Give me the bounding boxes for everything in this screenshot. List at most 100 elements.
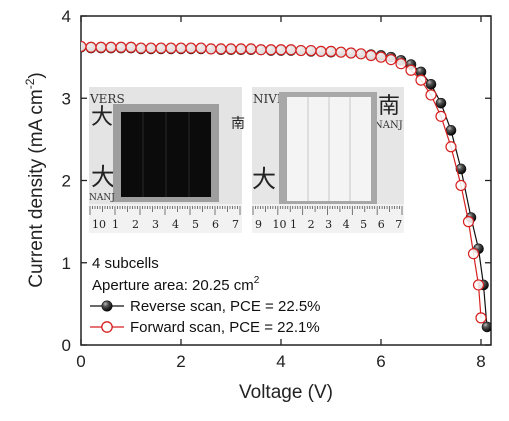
annotation-subcells: 4 subcells — [92, 255, 159, 272]
data-point-forward — [385, 53, 397, 66]
data-point-forward — [365, 49, 377, 62]
data-point-forward — [472, 279, 485, 291]
x-tick-label: 8 — [476, 352, 485, 371]
data-point-forward — [175, 42, 187, 54]
ruler-digit: 9 — [255, 218, 262, 231]
photo2-label-right: NANJ — [374, 120, 403, 131]
annotation-aperture: Aperture area: 20.25 cm2 — [92, 275, 260, 294]
series-layer — [81, 40, 491, 333]
data-point-forward — [445, 141, 457, 153]
y-axis-title-sup: -2 — [23, 78, 37, 89]
data-point-forward — [135, 42, 147, 54]
data-point-forward — [81, 40, 87, 53]
data-point-forward — [85, 41, 97, 53]
legend-label-reverse: Reverse scan, PCE = 22.5% — [130, 298, 321, 315]
data-point-forward — [425, 89, 437, 101]
legend-marker-reverse — [101, 300, 113, 312]
photo1-cjk-left: 大 — [91, 163, 115, 191]
ruler-digit: 3 — [325, 218, 332, 231]
data-point-forward — [115, 41, 127, 53]
data-point-forward — [235, 43, 247, 55]
ruler-digit: 1 — [290, 218, 297, 231]
data-point-forward — [462, 216, 475, 228]
ruler-digit: 5 — [360, 218, 367, 231]
photo1-ruler-digits: 10 1 2 3 4 5 6 7 — [92, 218, 239, 231]
inset-photos: VERS 大 大 南 NANJ 10 1 2 3 4 5 6 7 NIVERS 大 南 NAN… — [89, 87, 404, 233]
y-tick-label: 4 — [62, 7, 71, 26]
data-point-forward — [275, 44, 287, 56]
data-point-forward — [335, 46, 347, 58]
data-point-forward — [265, 44, 277, 56]
data-point-forward — [165, 42, 177, 54]
data-point-reverse — [445, 125, 457, 136]
data-point-forward — [225, 43, 237, 55]
data-point-forward — [395, 58, 407, 70]
ruler-digit: 7 — [395, 218, 402, 231]
photo1-label-top: VERS — [89, 92, 125, 106]
data-point-forward — [295, 44, 307, 57]
annotation-aperture-sup: 2 — [254, 275, 260, 286]
data-point-forward — [145, 42, 157, 54]
data-point-forward — [415, 74, 427, 86]
ruler-digit: 4 — [172, 218, 179, 231]
y-tick-label: 1 — [62, 254, 71, 273]
y-axis-title-end: ) — [26, 72, 47, 78]
data-point-forward — [305, 44, 317, 57]
y-axis-title: Current density (mA cm-2) — [23, 72, 47, 288]
data-point-forward — [155, 42, 167, 54]
data-point-forward — [255, 44, 267, 56]
ruler-digit: 6 — [378, 218, 385, 231]
data-point-forward — [455, 179, 467, 192]
photo2-cjk-left: 大 — [252, 165, 276, 193]
data-point-forward — [95, 41, 107, 53]
axis-ticks — [80, 15, 491, 346]
x-tick-label: 0 — [76, 352, 85, 371]
inset-photo-reverse: VERS 大 大 南 NANJ 10 1 2 3 4 5 6 7 — [89, 87, 245, 233]
data-point-forward — [345, 47, 357, 59]
x-axis-title: Voltage (V) — [239, 382, 333, 403]
data-point-forward — [185, 42, 197, 54]
y-tick-label: 2 — [62, 172, 71, 191]
data-point-reverse — [455, 163, 467, 175]
ruler-digit: 7 — [232, 218, 239, 231]
data-point-forward — [215, 43, 227, 55]
y-tick-label: 3 — [62, 89, 71, 108]
data-point-forward — [205, 43, 217, 55]
data-point-forward — [405, 64, 417, 76]
ruler-digit: 2 — [132, 218, 139, 231]
data-point-forward — [375, 51, 387, 63]
x-tick-label: 4 — [276, 352, 285, 371]
ruler-digit: 10 — [273, 218, 287, 231]
data-point-forward — [195, 42, 207, 54]
data-point-forward — [285, 44, 297, 56]
legend-label-forward: Forward scan, PCE = 22.1% — [130, 319, 320, 336]
ruler-digit: 2 — [308, 218, 315, 231]
ruler-digit: 4 — [343, 218, 350, 231]
data-point-forward — [125, 41, 137, 53]
ruler-digit: 10 — [92, 218, 106, 231]
data-point-forward — [355, 48, 367, 60]
photo2-cjk-right: 南 — [378, 94, 400, 119]
data-point-forward — [325, 45, 337, 57]
data-point-forward — [105, 41, 117, 53]
photo2-ruler-digits: 9 10 1 2 3 4 5 6 7 — [255, 218, 402, 231]
x-tick-label: 6 — [376, 352, 385, 371]
ruler-digit: 6 — [212, 218, 219, 231]
y-tick-label: 0 — [62, 336, 71, 355]
data-point-reverse — [425, 78, 437, 90]
data-point-reverse — [481, 321, 491, 333]
ruler-digit: 5 — [192, 218, 199, 231]
photo1-cjk-left-top: 大 — [91, 105, 113, 130]
x-tick-label: 2 — [176, 352, 185, 371]
ruler-digit: 3 — [152, 218, 159, 231]
data-point-forward — [435, 110, 447, 122]
data-point-reverse — [435, 97, 447, 109]
photo1-cjk-right: 南 — [231, 116, 245, 132]
ruler-digit: 1 — [112, 218, 119, 231]
y-axis-title-main: Current density (mA cm — [26, 89, 47, 288]
legend-marker-forward — [101, 321, 113, 333]
data-point-forward — [245, 43, 257, 55]
inset-photo-forward: NIVERS 大 南 NANJ 9 10 1 2 3 4 5 6 7 — [252, 87, 404, 233]
